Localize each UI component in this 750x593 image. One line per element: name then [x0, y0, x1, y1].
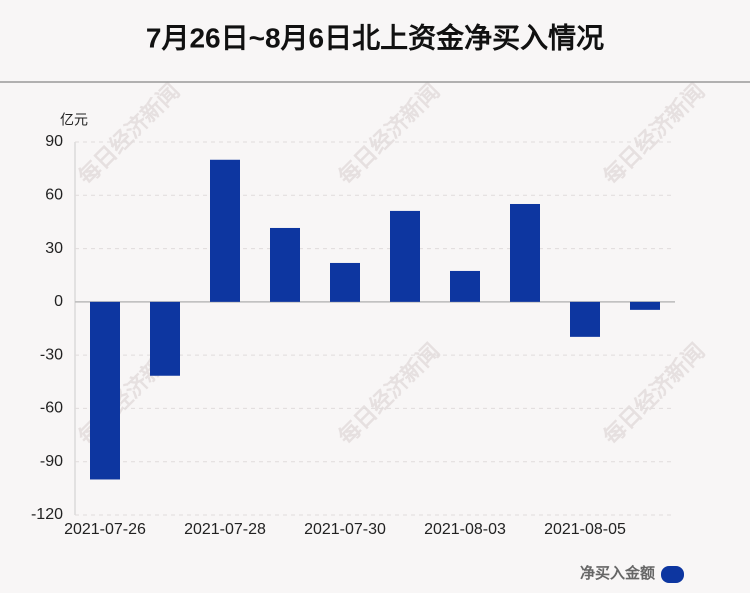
- bar: [630, 301, 660, 310]
- x-tick-label: 2021-07-28: [184, 521, 266, 538]
- chart-title: 7月26日~8月6日北上资金净买入情况: [146, 21, 604, 53]
- y-tick-label: -30: [40, 346, 63, 363]
- y-tick-label: 60: [45, 187, 63, 204]
- y-tick-label: 30: [45, 240, 63, 257]
- legend-label: 净买入金额: [580, 564, 655, 582]
- y-tick-label: 90: [45, 133, 63, 150]
- x-tick-label: 2021-07-30: [304, 521, 386, 538]
- y-tick-label: -120: [31, 506, 63, 523]
- bar: [210, 159, 240, 302]
- y-tick-label: -90: [40, 453, 63, 470]
- x-tick-label: 2021-08-05: [544, 521, 626, 538]
- legend-swatch: [661, 566, 684, 583]
- y-tick-label: -60: [40, 400, 63, 417]
- bar: [150, 301, 180, 376]
- bar: [450, 270, 480, 302]
- x-tick-label: 2021-07-26: [64, 521, 146, 538]
- bar: [510, 203, 540, 302]
- bar: [390, 210, 420, 302]
- y-tick-label: 0: [54, 293, 63, 310]
- bar: [330, 262, 360, 302]
- x-tick-label: 2021-08-03: [424, 521, 506, 538]
- y-axis-unit: 亿元: [60, 112, 88, 128]
- bar: [270, 227, 300, 302]
- bar: [570, 301, 600, 337]
- bar: [90, 301, 120, 480]
